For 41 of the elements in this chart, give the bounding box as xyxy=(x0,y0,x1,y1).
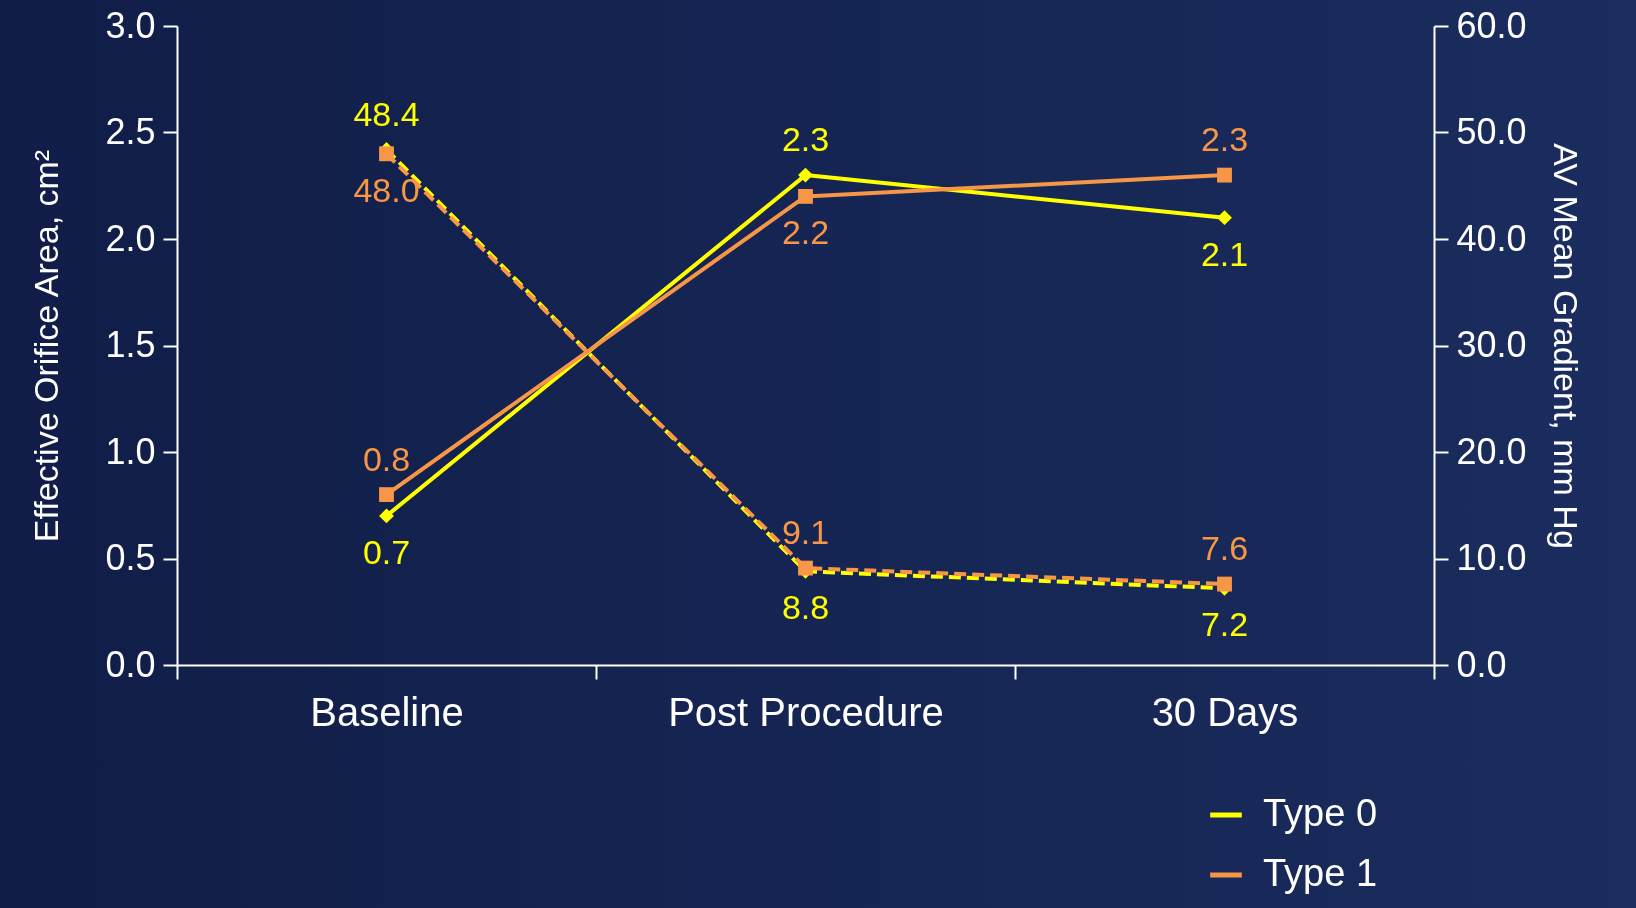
y2-tick-label: 40.0 xyxy=(1456,217,1527,259)
point xyxy=(798,188,813,204)
y2-tick-label: 10.0 xyxy=(1456,537,1527,578)
y2-tick-label: 60.0 xyxy=(1456,4,1527,46)
data-label: 9.1 xyxy=(781,513,830,552)
y-tick-label: 2.5 xyxy=(105,111,156,152)
point xyxy=(1217,210,1232,226)
y-tick-label: 1.5 xyxy=(105,324,156,365)
legend-label: Type 0 xyxy=(1263,792,1378,834)
point xyxy=(379,146,394,162)
x-tick-label: Baseline xyxy=(310,689,464,734)
point xyxy=(1217,576,1232,592)
y-tick-label: 0.5 xyxy=(105,537,156,578)
legend-label: Type 1 xyxy=(1263,852,1378,894)
y-tick-label: 2.0 xyxy=(105,217,156,259)
point xyxy=(1217,167,1232,183)
data-label: 7.2 xyxy=(1200,605,1249,644)
data-label: 2.2 xyxy=(781,213,830,252)
y2-tick-label: 0.0 xyxy=(1456,643,1507,685)
data-label: 7.6 xyxy=(1200,529,1249,568)
point xyxy=(798,167,813,183)
data-label: 2.3 xyxy=(781,120,830,159)
data-label: 0.7 xyxy=(362,532,411,571)
point xyxy=(379,508,394,524)
y-tick-label: 3.0 xyxy=(105,4,156,46)
x-tick-label: Post Procedure xyxy=(668,689,944,734)
data-label: 0.8 xyxy=(362,439,411,478)
y2-tick-label: 30.0 xyxy=(1456,324,1527,365)
data-label: 2.3 xyxy=(1200,120,1249,159)
x-tick-label: 30 Days xyxy=(1151,689,1299,734)
data-label: 2.1 xyxy=(1200,234,1249,273)
y-tick-label: 0.0 xyxy=(105,643,156,685)
data-label: 48.4 xyxy=(353,94,420,133)
y2-axis-title: AV Mean Gradient, mm Hg xyxy=(1546,143,1585,549)
data-label: 48.0 xyxy=(353,170,420,209)
y-tick-label: 1.0 xyxy=(105,430,156,472)
y-axis-title: Effective Orifice Area, cm² xyxy=(27,149,66,543)
point xyxy=(379,487,394,503)
y2-tick-label: 20.0 xyxy=(1456,430,1527,472)
y2-tick-label: 50.0 xyxy=(1456,111,1527,152)
data-label: 8.8 xyxy=(781,588,830,627)
